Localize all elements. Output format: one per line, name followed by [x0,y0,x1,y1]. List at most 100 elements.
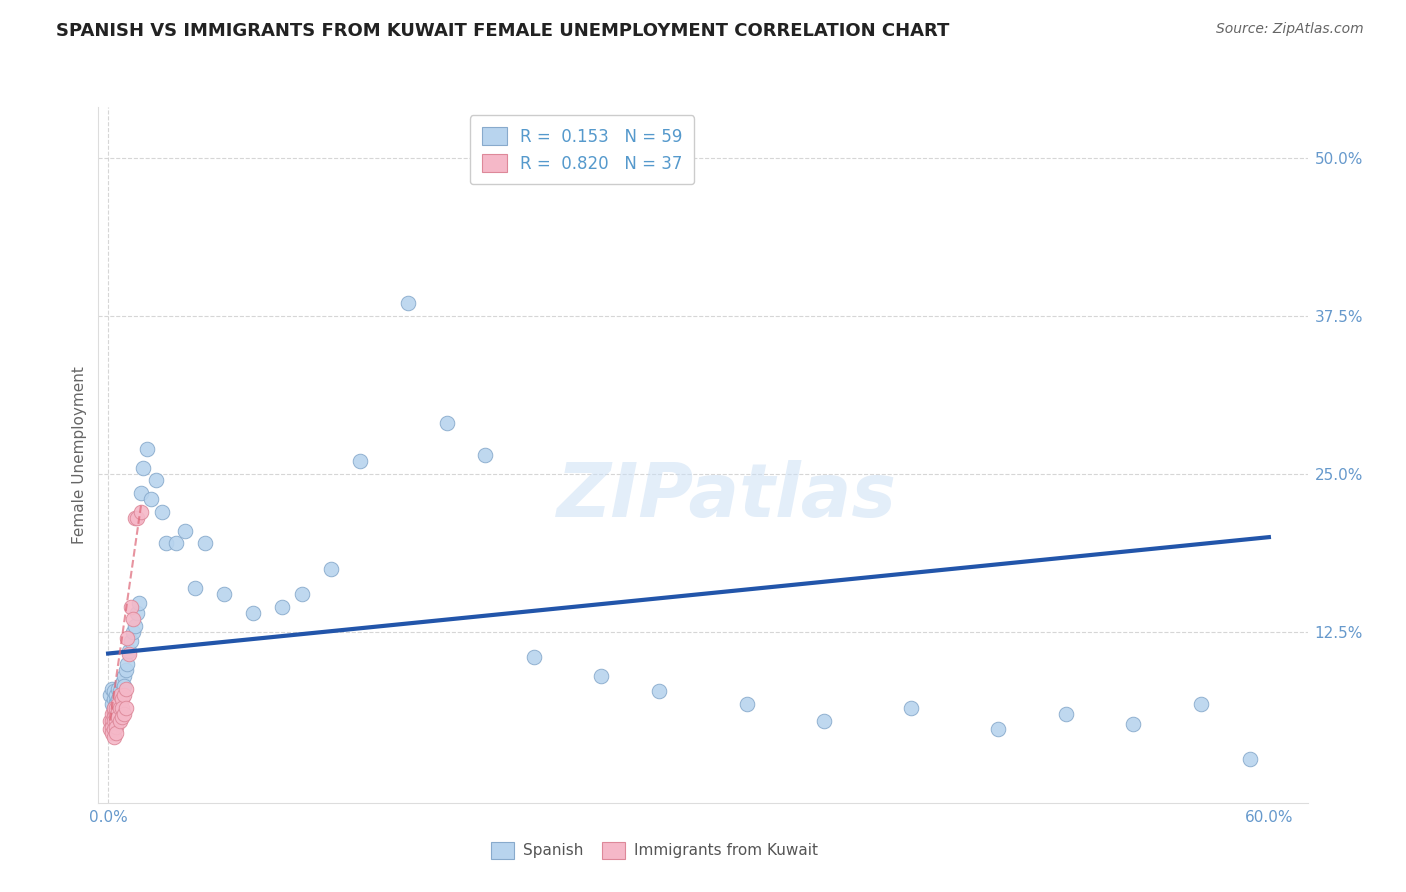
Point [1122,717,1144,731]
Point [107,701,129,715]
Point [122,612,145,626]
Point [319,562,342,576]
Point [103,730,125,744]
Point [104,695,127,709]
Point [1239,751,1261,765]
Point [108,701,131,715]
Point [111,701,134,715]
Point [135,442,157,456]
Point [103,723,125,737]
Point [145,473,167,487]
Point [101,707,124,722]
Point [101,726,124,740]
Point [104,707,127,722]
Point [987,723,1010,737]
Point [103,710,125,724]
Point [104,697,127,711]
Point [111,692,134,706]
Point [212,587,235,601]
Point [101,720,124,734]
Point [104,688,127,702]
Point [120,633,142,648]
Point [108,684,131,698]
Point [735,697,758,711]
Point [103,705,125,719]
Point [591,669,613,683]
Point [124,511,146,525]
Point [139,492,162,507]
Point [1054,707,1077,722]
Point [129,505,152,519]
Point [111,710,134,724]
Point [150,505,173,519]
Point [98,723,121,737]
Point [523,650,546,665]
Text: Source: ZipAtlas.com: Source: ZipAtlas.com [1216,22,1364,37]
Point [98,688,121,702]
Point [174,524,197,538]
Point [112,680,135,694]
Point [103,714,125,728]
Point [108,688,131,702]
Point [1189,697,1212,711]
Point [107,697,129,711]
Point [107,681,129,696]
Text: ZIPatlas: ZIPatlas [557,460,897,533]
Point [112,688,135,702]
Point [103,684,125,698]
Point [132,460,155,475]
Point [108,701,131,715]
Point [474,448,496,462]
Point [104,714,127,728]
Point [117,632,139,646]
Point [396,296,419,310]
Text: SPANISH VS IMMIGRANTS FROM KUWAIT FEMALE UNEMPLOYMENT CORRELATION CHART: SPANISH VS IMMIGRANTS FROM KUWAIT FEMALE… [56,22,949,40]
Point [242,606,264,620]
Point [107,705,129,719]
Point [128,596,150,610]
Point [184,581,207,595]
Point [118,644,141,658]
Point [349,454,371,468]
Point [648,684,671,698]
Point [107,710,129,724]
Point [112,707,135,722]
Point [165,536,187,550]
Point [118,647,141,661]
Point [127,606,149,620]
Point [107,692,129,706]
Point [155,536,177,550]
Point [117,657,139,671]
Point [98,714,121,728]
Point [114,663,136,677]
Point [112,669,135,683]
Point [104,701,127,715]
Point [129,486,152,500]
Point [101,714,124,728]
Point [103,692,125,706]
Point [101,697,124,711]
Point [271,599,294,614]
Point [104,720,127,734]
Point [111,675,134,690]
Point [114,681,136,696]
Point [120,599,142,614]
Point [436,417,458,431]
Point [103,701,125,715]
Point [108,714,131,728]
Point [103,701,125,715]
Point [111,688,134,702]
Point [813,714,835,728]
Point [104,726,127,740]
Point [124,618,146,632]
Point [900,701,922,715]
Point [107,707,129,722]
Point [127,511,149,525]
Point [290,587,312,601]
Point [122,625,145,640]
Point [114,701,136,715]
Point [101,681,124,696]
Legend: Spanish, Immigrants from Kuwait: Spanish, Immigrants from Kuwait [485,836,824,864]
Y-axis label: Female Unemployment: Female Unemployment [72,366,87,544]
Point [194,536,217,550]
